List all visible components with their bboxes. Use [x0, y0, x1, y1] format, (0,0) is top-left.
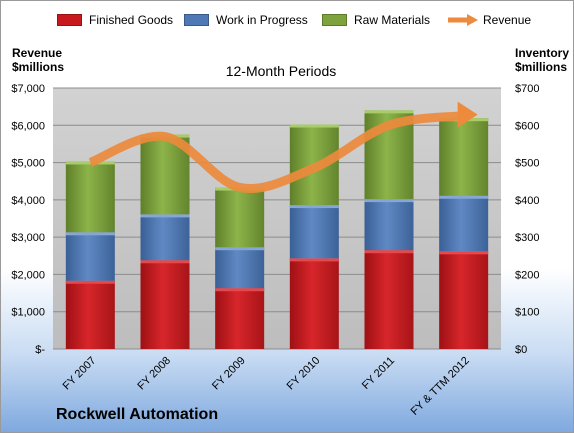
bar-finished-goods: [439, 251, 489, 349]
right-tick-label: $0: [515, 344, 527, 356]
bar-work-in-progress-cap: [140, 214, 190, 218]
gridlines: [53, 87, 501, 350]
left-axis-title-line1: Revenue: [12, 46, 63, 60]
category-label: FY 2010: [285, 355, 323, 393]
revenue-line-path: [88, 111, 465, 193]
legend-label-finished: Finished Goods: [89, 13, 174, 27]
right-axis-title-line2: $millions: [515, 60, 568, 74]
company-name: Rockwell Automation: [56, 406, 219, 423]
legend-item-finished-goods: Finished Goods: [57, 13, 173, 27]
right-tick-label: $400: [515, 195, 539, 207]
category-label: FY 2007: [61, 355, 99, 393]
bar-work-in-progress: [289, 205, 339, 259]
left-axis-ticks: $- $1,000 $2,000 $3,000 $4,000 $5,000 $6,000 $7…: [11, 83, 45, 356]
category-label: FY & TTM 2012: [409, 355, 472, 418]
left-axis-title: Revenue $millions: [12, 46, 64, 74]
bar-work-in-progress-cap: [439, 195, 489, 199]
bar-work-in-progress: [364, 199, 414, 251]
legend-label-revenue: Revenue: [483, 13, 532, 27]
bar-raw-materials: [215, 187, 265, 248]
bar-finished-goods: [215, 288, 265, 349]
right-tick-label: $700: [515, 83, 539, 95]
legend-item-revenue: Revenue: [447, 13, 531, 27]
revenue-arrowhead: [457, 101, 478, 128]
legend-label-wip: Work in Progress: [216, 13, 308, 27]
right-tick-label: $200: [515, 269, 539, 281]
right-axis-title: Inventory $millions: [515, 46, 569, 74]
bar-raw-materials-cap: [289, 124, 339, 128]
legend: Finished Goods Work in Progress Raw Mate…: [1, 13, 573, 33]
legend-arrow-icon: [448, 14, 478, 26]
bar-finished-goods: [364, 250, 414, 349]
bar-finished-goods: [140, 260, 190, 349]
legend-item-work-in-progress: Work in Progress: [184, 13, 308, 27]
bar-raw-materials-cap: [65, 161, 115, 165]
right-tick-label: $500: [515, 158, 539, 170]
bar-work-in-progress-cap: [65, 232, 115, 236]
right-tick-label: $300: [515, 232, 539, 244]
bar-work-in-progress: [140, 214, 190, 261]
right-tick-label: $100: [515, 307, 539, 319]
left-tick-label: $7,000: [11, 83, 45, 95]
legend-swatch-finished: [57, 14, 82, 26]
left-tick-label: $4,000: [11, 195, 45, 207]
left-tick-label: $1,000: [11, 307, 45, 319]
revenue-line: [88, 101, 478, 193]
left-tick-label: $-: [35, 344, 45, 356]
bar-finished-goods-cap: [289, 258, 339, 262]
left-tick-label: $2,000: [11, 269, 45, 281]
bar-work-in-progress: [439, 195, 489, 252]
left-axis-title-line2: $millions: [12, 60, 65, 74]
legend-swatch-raw: [322, 14, 347, 26]
category-label: FY 2009: [210, 355, 248, 393]
bar-work-in-progress: [65, 232, 115, 281]
right-axis-title-line1: Inventory: [515, 46, 570, 60]
left-tick-label: $3,000: [11, 232, 45, 244]
legend-item-raw-materials: Raw Materials: [322, 13, 430, 27]
bar-work-in-progress-cap: [215, 247, 265, 251]
legend-label-raw: Raw Materials: [354, 13, 431, 27]
legend-swatch-wip: [184, 14, 209, 26]
bar-raw-materials: [65, 161, 115, 233]
bar-series: [65, 110, 489, 349]
category-label: FY 2008: [135, 355, 173, 393]
bar-finished-goods-cap: [140, 260, 190, 264]
right-tick-label: $600: [515, 120, 539, 132]
bar-work-in-progress-cap: [364, 199, 414, 203]
left-tick-label: $5,000: [11, 158, 45, 170]
bar-raw-materials: [439, 118, 489, 196]
bar-finished-goods-cap: [65, 280, 115, 284]
bar-finished-goods-cap: [215, 288, 265, 292]
bar-finished-goods: [65, 280, 115, 349]
right-axis-ticks: $0 $100 $200 $300 $400 $500 $600 $700: [515, 83, 539, 356]
chart-title: 12-Month Periods: [225, 63, 337, 79]
category-label: FY 2011: [360, 355, 397, 392]
bar-finished-goods: [289, 258, 339, 349]
bar-work-in-progress: [215, 247, 265, 289]
plot-area: [53, 88, 501, 349]
bar-finished-goods-cap: [439, 251, 489, 255]
left-tick-label: $6,000: [11, 120, 45, 132]
bar-finished-goods-cap: [364, 250, 414, 254]
bar-raw-materials-cap: [364, 110, 414, 114]
bar-work-in-progress-cap: [289, 205, 339, 209]
